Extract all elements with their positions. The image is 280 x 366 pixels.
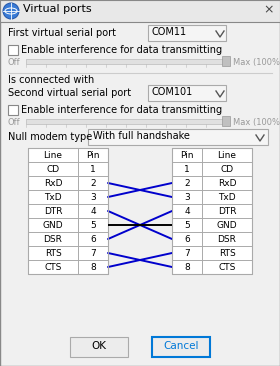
Bar <box>152 337 210 357</box>
Text: 2: 2 <box>184 179 190 187</box>
Text: Pin: Pin <box>180 150 194 160</box>
Circle shape <box>3 3 19 19</box>
Text: 7: 7 <box>90 249 96 258</box>
Bar <box>8 45 18 55</box>
Text: CD: CD <box>220 164 234 173</box>
Bar <box>222 116 230 126</box>
Bar <box>148 25 226 41</box>
Bar <box>88 129 268 145</box>
Text: CD: CD <box>46 164 60 173</box>
Text: Enable interference for data transmitting: Enable interference for data transmittin… <box>21 45 222 55</box>
Bar <box>0 0 280 22</box>
Text: Pin: Pin <box>86 150 100 160</box>
Text: 4: 4 <box>184 206 190 216</box>
Bar <box>28 148 108 274</box>
Text: Second virtual serial port: Second virtual serial port <box>8 88 131 98</box>
Text: Off: Off <box>8 58 21 67</box>
Text: Line: Line <box>218 150 237 160</box>
Text: Line: Line <box>43 150 62 160</box>
Text: TxD: TxD <box>44 193 62 202</box>
Bar <box>8 105 18 115</box>
Bar <box>70 337 128 357</box>
Text: RxD: RxD <box>44 179 62 187</box>
Text: With full handshake: With full handshake <box>93 131 190 141</box>
Text: RTS: RTS <box>219 249 235 258</box>
Bar <box>26 59 228 64</box>
Text: 3: 3 <box>184 193 190 202</box>
Text: Cancel: Cancel <box>163 341 199 351</box>
Text: DTR: DTR <box>218 206 236 216</box>
Text: 8: 8 <box>184 262 190 272</box>
Text: 8: 8 <box>90 262 96 272</box>
Text: 6: 6 <box>184 235 190 243</box>
Text: Is connected with: Is connected with <box>8 75 94 85</box>
Text: 3: 3 <box>90 193 96 202</box>
Text: 1: 1 <box>184 164 190 173</box>
Text: 4: 4 <box>90 206 96 216</box>
Text: Virtual ports: Virtual ports <box>23 4 92 14</box>
Text: 7: 7 <box>184 249 190 258</box>
Text: COM101: COM101 <box>152 87 193 97</box>
Bar <box>222 56 230 66</box>
Text: DTR: DTR <box>44 206 62 216</box>
Text: CTS: CTS <box>44 262 62 272</box>
Text: COM11: COM11 <box>152 27 187 37</box>
Text: DSR: DSR <box>218 235 236 243</box>
Text: First virtual serial port: First virtual serial port <box>8 28 116 38</box>
Text: 5: 5 <box>90 220 96 229</box>
Text: Max (100%): Max (100%) <box>233 118 280 127</box>
Text: GND: GND <box>217 220 237 229</box>
Bar <box>172 148 252 274</box>
Text: Max (100%): Max (100%) <box>233 58 280 67</box>
Text: 6: 6 <box>90 235 96 243</box>
Text: DSR: DSR <box>44 235 62 243</box>
Text: Enable interference for data transmitting: Enable interference for data transmittin… <box>21 105 222 115</box>
Text: 2: 2 <box>90 179 96 187</box>
Text: GND: GND <box>43 220 63 229</box>
Text: Null modem type: Null modem type <box>8 132 92 142</box>
Text: ×: × <box>263 3 274 16</box>
Text: CTS: CTS <box>218 262 236 272</box>
Text: RxD: RxD <box>218 179 236 187</box>
Bar <box>148 85 226 101</box>
Text: Off: Off <box>8 118 21 127</box>
Text: OK: OK <box>92 341 106 351</box>
Text: TxD: TxD <box>218 193 236 202</box>
Text: RTS: RTS <box>45 249 61 258</box>
Text: 5: 5 <box>184 220 190 229</box>
Bar <box>26 119 228 124</box>
Text: 1: 1 <box>90 164 96 173</box>
